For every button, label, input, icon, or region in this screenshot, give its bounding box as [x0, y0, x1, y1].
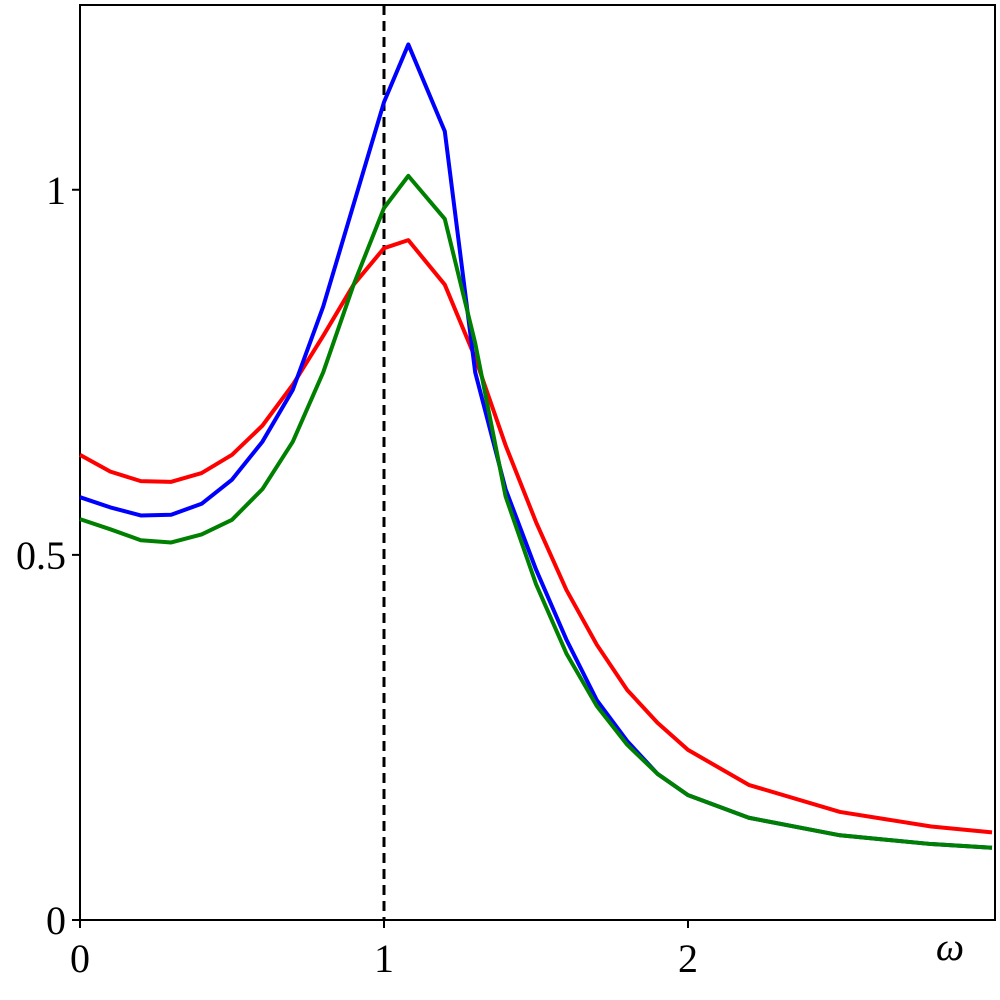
x-tick-label: 0 — [70, 936, 90, 981]
y-tick-label: 0.5 — [16, 533, 66, 578]
data-line — [79, 173, 993, 850]
x-tick-label: 1 — [374, 936, 394, 981]
plot-frame — [79, 4, 996, 921]
x-tick-label: 2 — [678, 936, 698, 981]
x-axis-label: ω — [936, 924, 964, 969]
y-tick-label: 1 — [46, 168, 66, 213]
y-tick-label: 0 — [46, 898, 66, 943]
data-line — [79, 238, 993, 835]
data-line — [79, 42, 993, 850]
